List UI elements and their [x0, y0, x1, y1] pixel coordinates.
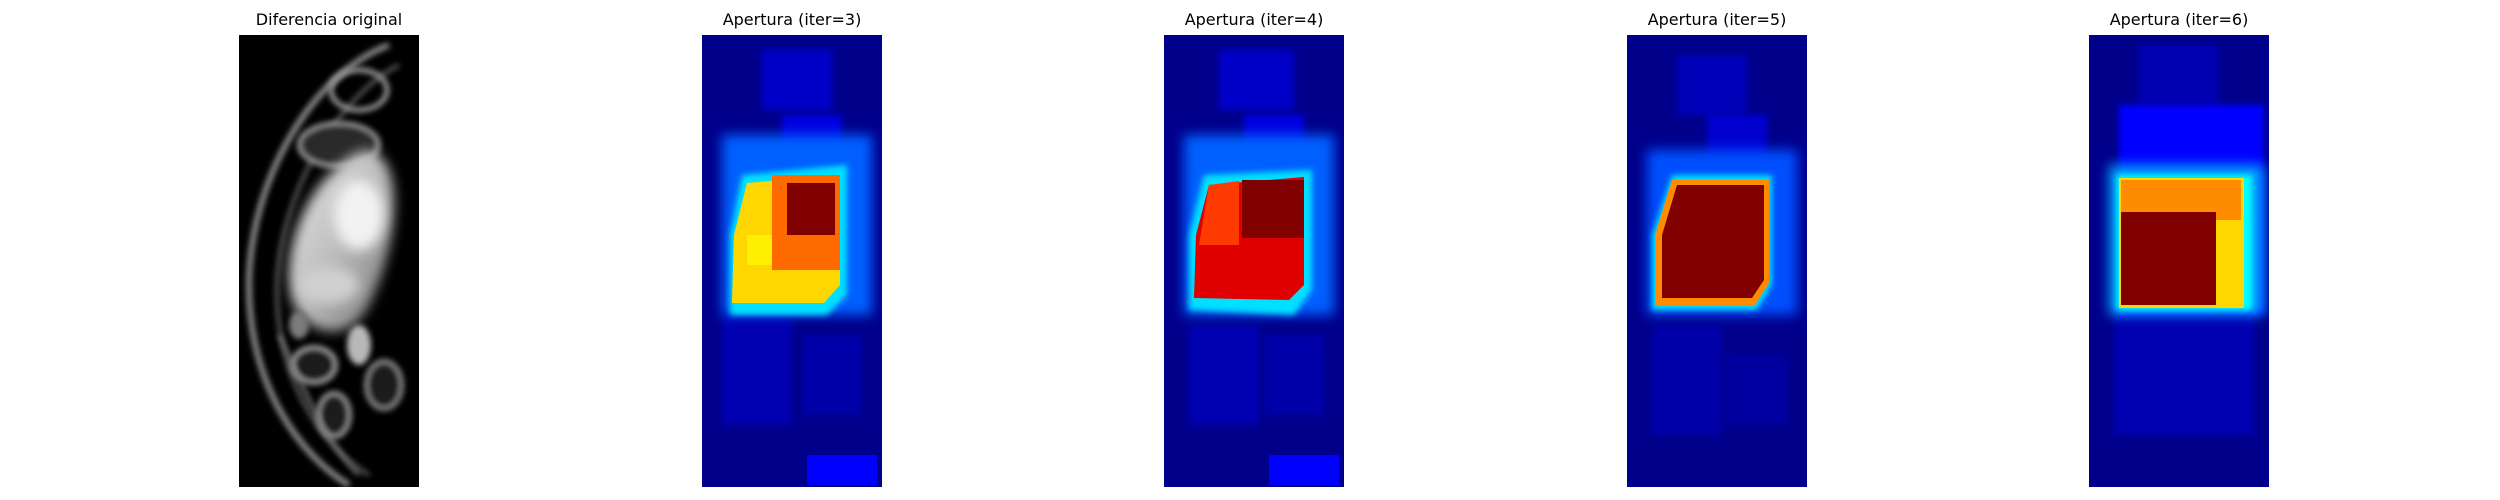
heatmap-image: [1627, 35, 1807, 487]
heatmap-image: [2089, 35, 2269, 487]
panel-title: Apertura (iter=4): [1184, 10, 1324, 29]
panel-original: Diferencia original: [239, 0, 419, 500]
panel-iter-6: Apertura (iter=6): [2089, 0, 2269, 500]
panel-iter-4: Apertura (iter=4): [1164, 0, 1344, 500]
panel-iter-5: Apertura (iter=5): [1627, 0, 1807, 500]
panel-title: Apertura (iter=3): [722, 10, 862, 29]
heatmap-image: [702, 35, 882, 487]
panel-iter-3: Apertura (iter=3): [702, 0, 882, 500]
panel-title: Apertura (iter=5): [1647, 10, 1787, 29]
panel-title: Diferencia original: [255, 10, 403, 29]
grayscale-image: [239, 35, 419, 487]
panel-title: Apertura (iter=6): [2109, 10, 2249, 29]
heatmap-image: [1164, 35, 1344, 487]
